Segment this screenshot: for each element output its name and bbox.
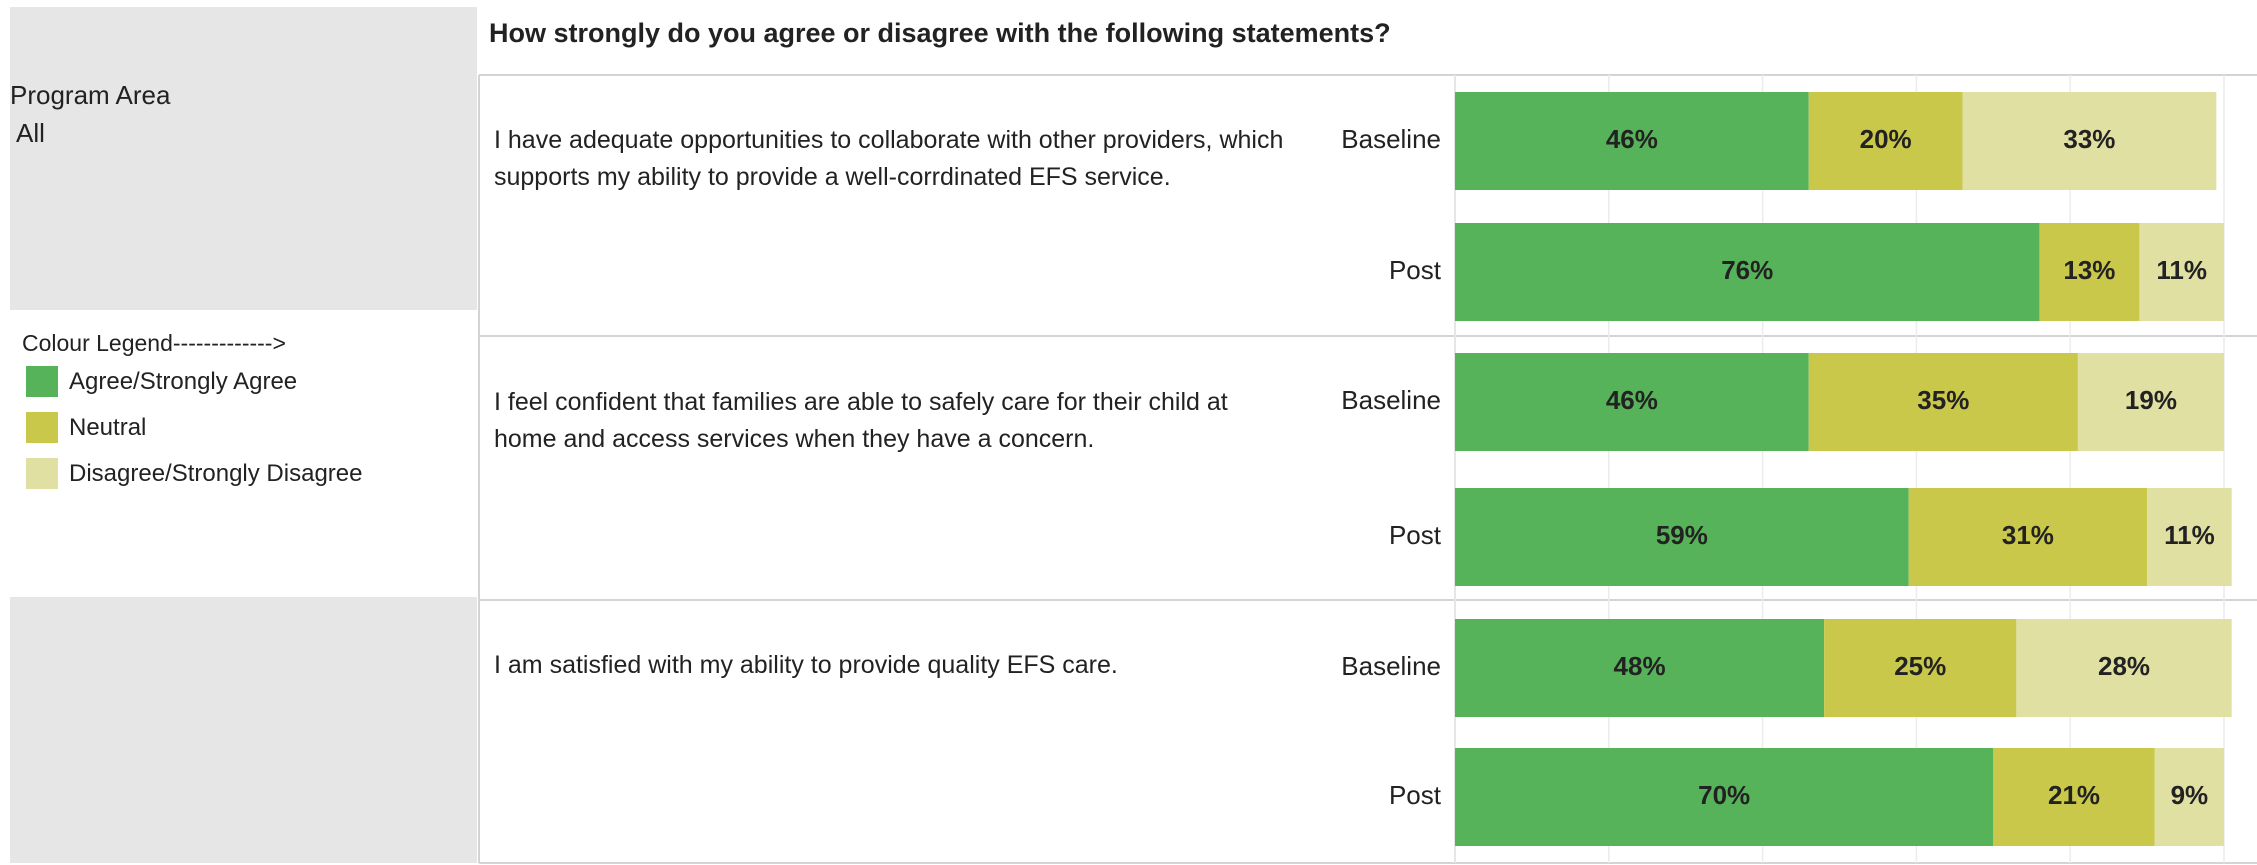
value-label: 31%: [2002, 520, 2054, 550]
legend-swatch: [26, 458, 58, 489]
question-text: I have adequate opportunities to collabo…: [494, 126, 1284, 191]
row-label: Baseline: [1341, 124, 1441, 154]
value-label: 11%: [2164, 520, 2215, 550]
question-text: I feel confident that families are able …: [494, 388, 1228, 453]
value-label: 76%: [1721, 255, 1773, 285]
value-label: 70%: [1698, 780, 1750, 810]
value-label: 59%: [1656, 520, 1708, 550]
filter-label: Program Area: [10, 80, 171, 110]
legend-item[interactable]: Agree/Strongly Agree: [26, 366, 446, 398]
bar-segment: [1455, 748, 1994, 846]
legend-label: Agree/Strongly Agree: [69, 368, 298, 395]
value-label: 28%: [2098, 651, 2150, 681]
bar-segment: [2147, 488, 2232, 586]
legend-label: Disagree/Strongly Disagree: [69, 460, 363, 487]
row-label: Post: [1389, 520, 1442, 550]
legend-swatch: [26, 412, 58, 443]
bar-segment: [2139, 223, 2224, 321]
legend-label: Neutral: [69, 414, 147, 441]
legend-item[interactable]: Neutral: [26, 412, 446, 444]
bar-segment: [2039, 223, 2140, 321]
bar-segment: [1808, 353, 2078, 451]
value-label: 46%: [1606, 124, 1658, 154]
row-label: Post: [1389, 780, 1442, 810]
bar-segment: [1962, 92, 2217, 190]
row-label: Baseline: [1341, 385, 1441, 415]
bar-segment: [1455, 488, 1909, 586]
filter-panel: [10, 7, 477, 310]
value-label: 13%: [2063, 255, 2115, 285]
bar-segment: [1455, 92, 1809, 190]
bar-segment: [1455, 353, 1809, 451]
bar-segment: [1908, 488, 2148, 586]
bar-segment: [1993, 748, 2155, 846]
row-label: Baseline: [1341, 651, 1441, 681]
bar-segment: [2016, 619, 2232, 717]
legend-item[interactable]: Disagree/Strongly Disagree: [26, 458, 446, 490]
bar-segment: [1808, 92, 1963, 190]
bar-segment: [2077, 353, 2224, 451]
row-label: Post: [1389, 255, 1442, 285]
legend-title: Colour Legend------------->: [22, 330, 286, 356]
value-label: 33%: [2063, 124, 2115, 154]
blank-panel: [10, 597, 477, 863]
value-label: 46%: [1606, 385, 1658, 415]
bar-segment: [1455, 223, 2040, 321]
value-label: 11%: [2156, 255, 2207, 285]
question-text: I am satisfied with my ability to provid…: [494, 651, 1118, 679]
value-label: 35%: [1917, 385, 1969, 415]
value-label: 19%: [2125, 385, 2177, 415]
bar-segment: [1455, 619, 1825, 717]
value-label: 25%: [1894, 651, 1946, 681]
chart-title: How strongly do you agree or disagree wi…: [489, 18, 1391, 48]
value-label: 21%: [2048, 780, 2100, 810]
value-label: 48%: [1614, 651, 1666, 681]
bar-segment: [2154, 748, 2224, 846]
bar-segment: [1824, 619, 2017, 717]
filter-value[interactable]: All: [16, 118, 45, 148]
legend-swatch: [26, 366, 58, 397]
value-label: 9%: [2171, 780, 2209, 810]
value-label: 20%: [1860, 124, 1912, 154]
